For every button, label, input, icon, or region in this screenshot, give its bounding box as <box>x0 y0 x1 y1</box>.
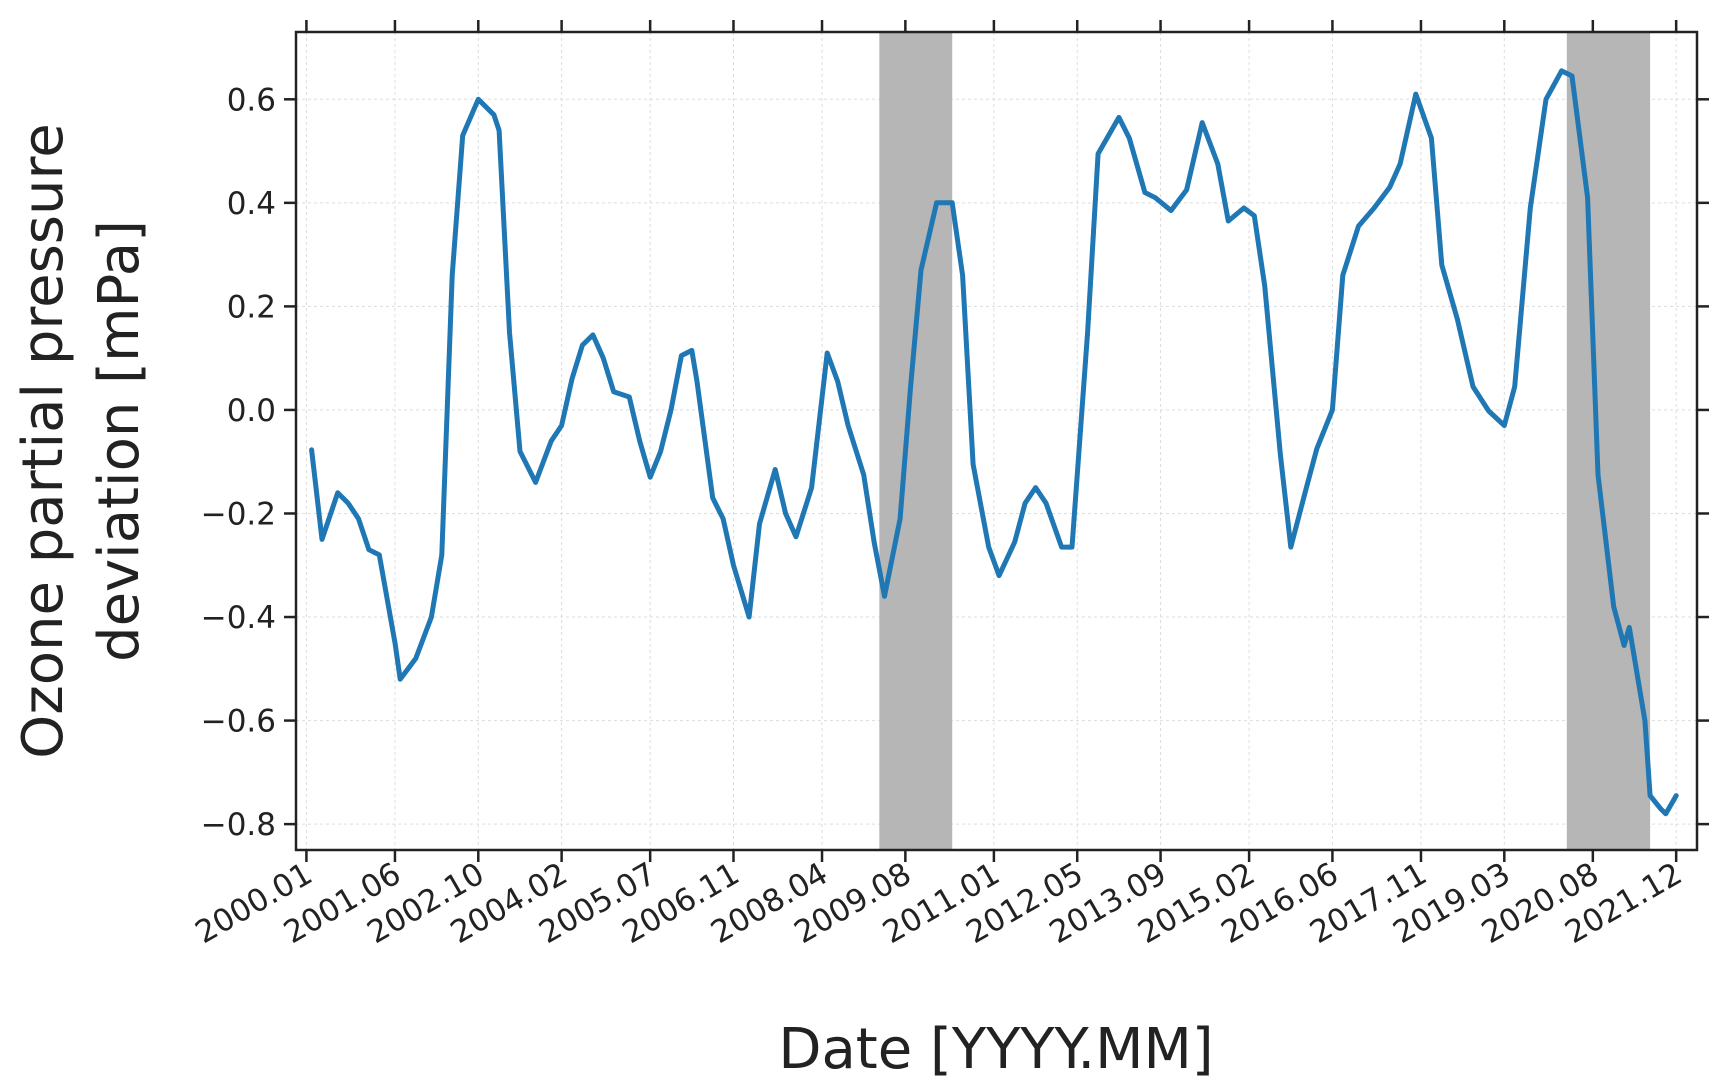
shaded-region <box>1566 32 1651 850</box>
x-axis-label: Date [YYYY.MM] <box>778 1017 1213 1082</box>
y-tick-label: 0.4 <box>227 186 276 222</box>
y-tick-label: −0.2 <box>201 496 276 532</box>
data-line <box>309 68 1679 817</box>
y-tick-label: −0.8 <box>201 807 276 843</box>
plot-frame <box>294 30 1699 852</box>
y-axis-label: Ozone partial pressure <box>11 123 76 758</box>
shaded-region <box>879 32 953 850</box>
y-tick-label: 0.6 <box>227 82 276 118</box>
y-tick-label: 0.2 <box>227 289 276 325</box>
y-tick-label: −0.6 <box>201 704 276 740</box>
y-axis-label: deviation [mPa] <box>87 220 152 662</box>
y-tick-label: 0.0 <box>227 393 276 429</box>
y-tick-label: −0.4 <box>201 600 276 636</box>
